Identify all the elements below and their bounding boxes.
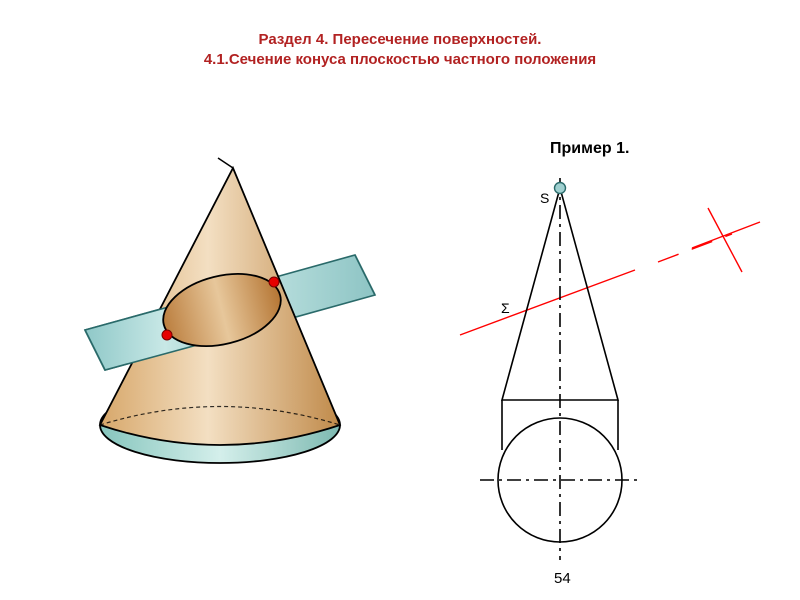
title-line-2: 4.1.Сечение конуса плоскостью частного п… bbox=[0, 50, 800, 70]
page-number: 54 bbox=[554, 570, 571, 587]
cone-front-view bbox=[502, 178, 618, 560]
intersection-point-2 bbox=[269, 277, 279, 287]
example-label: Пример 1. bbox=[550, 140, 629, 158]
apex-marker bbox=[555, 183, 566, 194]
cone-3d-illustration bbox=[55, 150, 385, 480]
apex-label-s: S bbox=[540, 190, 549, 206]
cone-2d-drawing bbox=[440, 160, 780, 560]
title-block: Раздел 4. Пересечение поверхностей. 4.1.… bbox=[0, 30, 800, 71]
sigma-label: Σ bbox=[501, 300, 510, 316]
title-line-1: Раздел 4. Пересечение поверхностей. bbox=[0, 30, 800, 50]
intersection-point-1 bbox=[162, 330, 172, 340]
